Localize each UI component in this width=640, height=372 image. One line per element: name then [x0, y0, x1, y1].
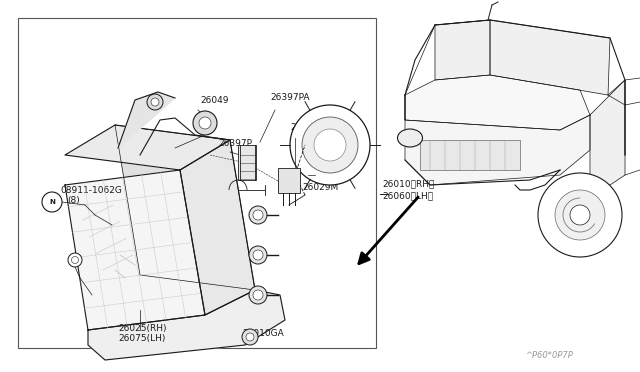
Text: 08911-1062G: 08911-1062G — [60, 186, 122, 195]
Circle shape — [253, 250, 263, 260]
Circle shape — [42, 192, 62, 212]
Circle shape — [302, 117, 358, 173]
Polygon shape — [118, 92, 175, 148]
Polygon shape — [405, 95, 590, 185]
Text: N: N — [49, 199, 55, 205]
Circle shape — [199, 117, 211, 129]
Circle shape — [68, 253, 82, 267]
Text: 26049: 26049 — [200, 96, 228, 105]
Text: 26397PA: 26397PA — [270, 93, 310, 102]
Circle shape — [570, 205, 590, 225]
Text: 26010〈RH〉: 26010〈RH〉 — [382, 179, 435, 188]
Polygon shape — [180, 140, 255, 315]
Text: 26010GA: 26010GA — [242, 329, 284, 338]
Text: (8): (8) — [67, 196, 80, 205]
Polygon shape — [405, 75, 590, 130]
Circle shape — [538, 173, 622, 257]
Circle shape — [253, 290, 263, 300]
Circle shape — [249, 286, 267, 304]
Circle shape — [253, 210, 263, 220]
Polygon shape — [88, 290, 285, 360]
Bar — [238, 145, 256, 180]
Circle shape — [249, 246, 267, 264]
Polygon shape — [115, 125, 255, 290]
Bar — [18, 18, 376, 348]
Text: 26011A: 26011A — [290, 123, 324, 132]
Circle shape — [72, 257, 79, 263]
Circle shape — [290, 105, 370, 185]
Circle shape — [555, 190, 605, 240]
Text: 26397P: 26397P — [218, 139, 252, 148]
Text: 26060〈LH〉: 26060〈LH〉 — [382, 191, 433, 200]
Circle shape — [151, 98, 159, 106]
Circle shape — [314, 129, 346, 161]
Polygon shape — [590, 80, 625, 185]
Ellipse shape — [397, 129, 422, 147]
Polygon shape — [65, 125, 230, 170]
Text: 26029M: 26029M — [302, 183, 339, 192]
Polygon shape — [490, 20, 610, 95]
Circle shape — [147, 94, 163, 110]
Circle shape — [249, 206, 267, 224]
Bar — [420, 140, 520, 170]
Text: 26025(RH): 26025(RH) — [118, 324, 166, 333]
Text: ^P60*0P7P: ^P60*0P7P — [525, 351, 573, 360]
Circle shape — [193, 111, 217, 135]
Circle shape — [246, 333, 254, 341]
Bar — [278, 168, 300, 193]
Text: 26075(LH): 26075(LH) — [118, 334, 165, 343]
Circle shape — [242, 329, 258, 345]
Polygon shape — [65, 170, 205, 330]
Polygon shape — [435, 20, 490, 80]
